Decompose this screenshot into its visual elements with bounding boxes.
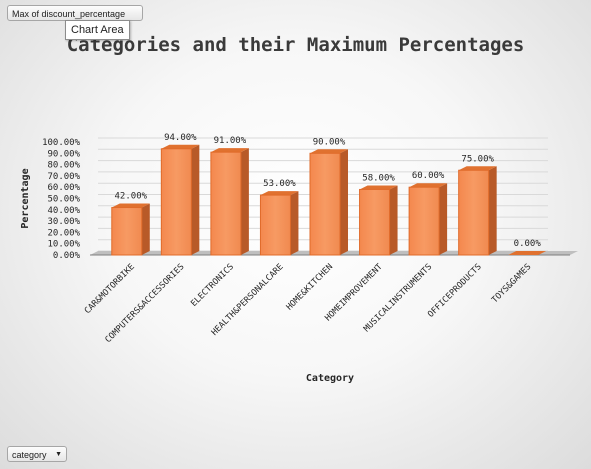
- bar: [309, 149, 348, 256]
- bar-side: [340, 149, 348, 255]
- bar: [210, 148, 249, 256]
- bar-side: [389, 185, 398, 255]
- bar-top: [260, 191, 299, 196]
- bar-front: [259, 194, 291, 256]
- bar: [408, 183, 448, 256]
- bar-side: [141, 203, 150, 255]
- chart-area-tooltip: Chart Area: [65, 20, 130, 40]
- bar-front: [359, 188, 391, 256]
- bar-top: [161, 144, 200, 149]
- y-tick-label: 40.00%: [47, 206, 80, 216]
- x-tick-label: HOME&KITCHEN: [285, 262, 336, 313]
- x-tick-label: TOYS&GAMES: [490, 262, 533, 305]
- x-tick-label: CAR&MOTORBIKE: [83, 262, 137, 316]
- bar: [458, 166, 497, 256]
- data-label: 0.00%: [514, 239, 542, 249]
- bars: 42.00% CAR&MOTORBIKE 94.00% COMPUTERS&ACCES…: [83, 133, 547, 345]
- y-tick-label: 10.00%: [47, 240, 80, 250]
- bar-side: [290, 191, 299, 255]
- dropdown-arrow-icon: ▼: [55, 451, 62, 458]
- data-label: 60.00%: [412, 171, 445, 181]
- bar-top: [458, 166, 497, 171]
- bar: [111, 203, 150, 256]
- bar-top: [111, 203, 150, 208]
- bar-top: [310, 149, 348, 154]
- bar-front: [160, 148, 192, 256]
- y-tick-label: 30.00%: [47, 217, 80, 227]
- x-tick-label: COMPUTERS&ACCESSORIES: [103, 262, 186, 345]
- bar: [359, 185, 398, 256]
- x-axis-title: Category: [306, 373, 354, 384]
- bar: [508, 251, 547, 255]
- category-field-dropdown[interactable]: category ▼: [7, 446, 67, 462]
- bar-front: [458, 169, 490, 256]
- data-label: 90.00%: [313, 137, 346, 147]
- bar-front: [309, 152, 341, 256]
- y-tick-label: 0.00%: [53, 251, 81, 261]
- category-field-label: category: [12, 450, 47, 460]
- bar-top: [359, 185, 398, 190]
- y-tick-label: 20.00%: [47, 228, 80, 238]
- data-label: 94.00%: [164, 133, 197, 143]
- bar: [259, 191, 299, 256]
- x-tick-label: OFFICEPRODUCTS: [426, 262, 484, 320]
- bar-side: [191, 144, 200, 255]
- data-label: 53.00%: [263, 179, 296, 189]
- chart-title: Categories and their Maximum Percentages: [66, 34, 525, 56]
- data-label: 58.00%: [362, 173, 395, 183]
- y-tick-label: 90.00%: [47, 149, 80, 159]
- bar-front: [210, 151, 242, 256]
- y-tick-label: 60.00%: [47, 183, 80, 193]
- x-tick-label: ELECTRONICS: [189, 262, 236, 309]
- y-tick-label: 80.00%: [47, 161, 80, 171]
- bar-top: [409, 183, 448, 188]
- y-tick-label: 50.00%: [47, 195, 80, 205]
- bar-side: [240, 148, 249, 255]
- bar-front: [111, 207, 143, 256]
- bar-top: [210, 148, 249, 153]
- bar-top: [508, 251, 547, 255]
- bar-side: [439, 183, 448, 255]
- bar-side: [488, 166, 497, 255]
- y-axis-title: Percentage: [20, 168, 31, 228]
- bar: [160, 144, 200, 256]
- y-tick-label: 100.00%: [42, 138, 81, 148]
- data-label: 42.00%: [115, 192, 148, 202]
- y-axis: 0.00%10.00% 20.00%30.00%40.00%50.00% 60.00…: [20, 138, 81, 261]
- bar-front: [408, 186, 440, 256]
- data-label: 91.00%: [214, 136, 247, 146]
- data-label: 75.00%: [461, 154, 494, 164]
- y-tick-label: 70.00%: [47, 172, 80, 182]
